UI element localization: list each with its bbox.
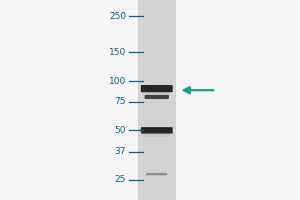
Bar <box>147 98 167 100</box>
Text: 50: 50 <box>115 126 126 135</box>
FancyBboxPatch shape <box>141 85 173 92</box>
FancyBboxPatch shape <box>141 127 173 134</box>
Bar <box>138 0 176 200</box>
Bar <box>143 133 170 137</box>
FancyBboxPatch shape <box>145 95 169 99</box>
Text: 25: 25 <box>115 175 126 184</box>
Text: 37: 37 <box>115 147 126 156</box>
Bar <box>143 92 170 96</box>
Text: 250: 250 <box>109 12 126 21</box>
Bar <box>146 0 168 200</box>
FancyBboxPatch shape <box>146 173 167 175</box>
Text: 100: 100 <box>109 77 126 86</box>
Text: 150: 150 <box>109 48 126 57</box>
Text: 75: 75 <box>115 97 126 106</box>
